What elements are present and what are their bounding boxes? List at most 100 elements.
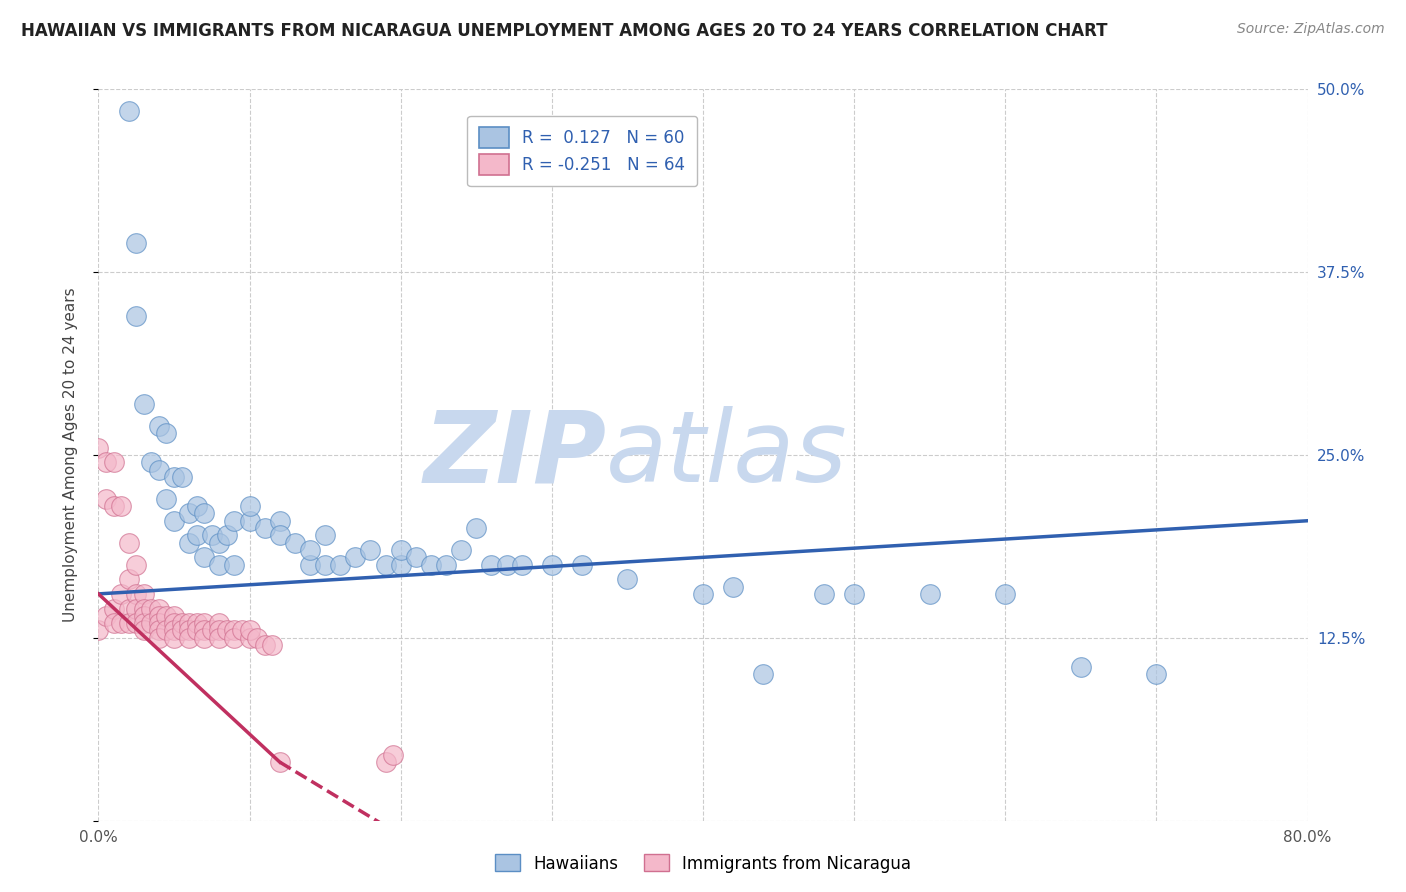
Point <box>186 616 208 631</box>
Point <box>148 631 170 645</box>
Point <box>495 558 517 572</box>
Point <box>125 558 148 572</box>
Point <box>132 587 155 601</box>
Point <box>918 587 941 601</box>
Text: Source: ZipAtlas.com: Source: ZipAtlas.com <box>1237 22 1385 37</box>
Point <box>813 587 835 601</box>
Text: ZIP: ZIP <box>423 407 606 503</box>
Point <box>389 558 412 572</box>
Point <box>118 616 141 631</box>
Point <box>434 558 457 572</box>
Point <box>125 616 148 631</box>
Point <box>208 616 231 631</box>
Point <box>299 558 322 572</box>
Point <box>239 499 262 513</box>
Point <box>193 550 215 565</box>
Point <box>450 543 472 558</box>
Point <box>571 558 593 572</box>
Point <box>299 543 322 558</box>
Point <box>284 535 307 549</box>
Point <box>208 535 231 549</box>
Point <box>179 507 201 521</box>
Point <box>208 631 231 645</box>
Point <box>132 608 155 623</box>
Point <box>132 624 155 638</box>
Point <box>344 550 367 565</box>
Point <box>1144 667 1167 681</box>
Point <box>1070 660 1092 674</box>
Point <box>193 631 215 645</box>
Point <box>193 507 215 521</box>
Point <box>382 747 405 762</box>
Point <box>224 514 246 528</box>
Point <box>510 558 533 572</box>
Point <box>163 470 186 484</box>
Point <box>374 755 396 769</box>
Point <box>193 616 215 631</box>
Point <box>170 624 193 638</box>
Point <box>103 601 125 615</box>
Point <box>224 631 246 645</box>
Point <box>170 470 193 484</box>
Point <box>132 616 155 631</box>
Point <box>215 624 238 638</box>
Point <box>118 601 141 615</box>
Point <box>155 491 177 506</box>
Point <box>163 608 186 623</box>
Point <box>186 499 208 513</box>
Point <box>262 638 284 652</box>
Point <box>148 462 170 476</box>
Point <box>87 624 110 638</box>
Point <box>163 616 186 631</box>
Point <box>253 638 276 652</box>
Point <box>239 631 262 645</box>
Point <box>481 558 503 572</box>
Point <box>87 441 110 455</box>
Text: HAWAIIAN VS IMMIGRANTS FROM NICARAGUA UNEMPLOYMENT AMONG AGES 20 TO 24 YEARS COR: HAWAIIAN VS IMMIGRANTS FROM NICARAGUA UN… <box>21 22 1108 40</box>
Point <box>616 572 638 586</box>
Point <box>118 572 141 586</box>
Point <box>132 601 155 615</box>
Point <box>132 397 155 411</box>
Point <box>125 235 148 250</box>
Point <box>994 587 1017 601</box>
Point <box>118 535 141 549</box>
Point <box>314 528 336 542</box>
Point <box>125 601 148 615</box>
Point <box>201 528 224 542</box>
Point <box>148 601 170 615</box>
Point <box>141 601 163 615</box>
Point <box>103 616 125 631</box>
Point <box>141 616 163 631</box>
Legend: Hawaiians, Immigrants from Nicaragua: Hawaiians, Immigrants from Nicaragua <box>488 847 918 880</box>
Point <box>723 580 745 594</box>
Point <box>148 608 170 623</box>
Legend: R =  0.127   N = 60, R = -0.251   N = 64: R = 0.127 N = 60, R = -0.251 N = 64 <box>467 116 697 186</box>
Point <box>94 491 117 506</box>
Point <box>110 587 132 601</box>
Point <box>163 624 186 638</box>
Point <box>389 543 412 558</box>
Point <box>155 425 177 440</box>
Point <box>405 550 427 565</box>
Point <box>239 514 262 528</box>
Point <box>163 514 186 528</box>
Point <box>269 514 291 528</box>
Point <box>269 755 291 769</box>
Point <box>179 624 201 638</box>
Point <box>179 535 201 549</box>
Point <box>186 624 208 638</box>
Point <box>231 624 253 638</box>
Point <box>148 616 170 631</box>
Point <box>118 104 141 119</box>
Point <box>208 558 231 572</box>
Point <box>201 624 224 638</box>
Y-axis label: Unemployment Among Ages 20 to 24 years: Unemployment Among Ages 20 to 24 years <box>63 287 77 623</box>
Point <box>163 631 186 645</box>
Point <box>179 616 201 631</box>
Point <box>94 608 117 623</box>
Point <box>155 608 177 623</box>
Point <box>141 455 163 469</box>
Point <box>844 587 866 601</box>
Point <box>246 631 269 645</box>
